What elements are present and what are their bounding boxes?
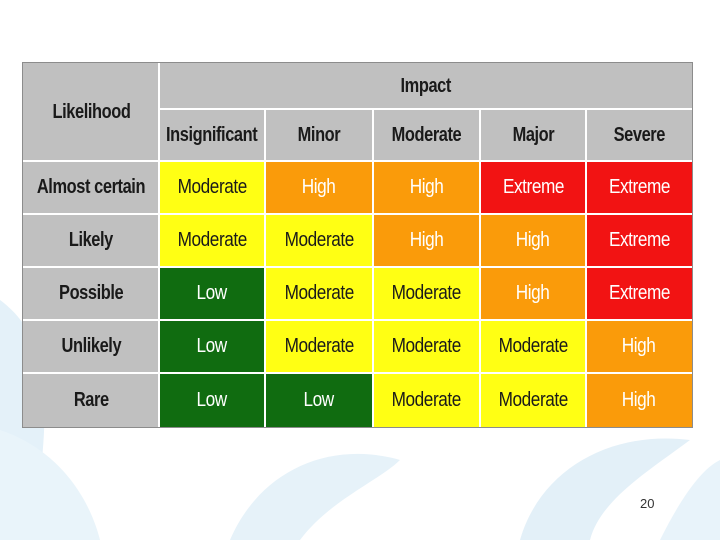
risk-rating-cell-text: Low (196, 335, 228, 357)
risk-rating-cell: High (373, 161, 480, 214)
risk-rating-cell-text: Moderate (498, 388, 568, 411)
impact-level-minor-text: Minor (297, 123, 341, 146)
risk-rating-cell-text: Moderate (498, 335, 568, 357)
risk-rating-cell: Moderate (373, 320, 480, 373)
risk-rating-cell: Low (159, 267, 265, 320)
risk-rating-cell-text: Moderate (391, 282, 462, 304)
risk-rating-cell-text: Moderate (177, 176, 247, 198)
likelihood-row-label-text: Almost certain (36, 176, 146, 198)
risk-rating-cell: Low (265, 373, 373, 427)
likelihood-row-label-text: Unlikely (61, 335, 121, 357)
risk-rating-cell: Moderate (373, 373, 480, 427)
risk-rating-cell: High (586, 320, 692, 373)
risk-matrix-table: Likelihood Impact Insignificant Minor Modera… (22, 62, 693, 428)
risk-rating-cell-text: High (622, 388, 656, 411)
risk-rating-cell: Extreme (586, 267, 692, 320)
impact-level-major: Major (480, 109, 586, 161)
row-divider (23, 372, 692, 374)
risk-rating-cell-text: High (622, 335, 656, 357)
impact-level-insignificant-text: Insignificant (166, 123, 258, 146)
risk-rating-cell-text: Moderate (284, 282, 354, 304)
risk-rating-cell: Moderate (265, 320, 373, 373)
risk-rating-cell-text: High (302, 176, 336, 198)
likelihood-row-label-text: Rare (73, 388, 109, 411)
risk-rating-cell-text: Extreme (608, 282, 670, 304)
risk-rating-cell-text: Low (196, 388, 228, 411)
risk-rating-cell: High (480, 214, 586, 267)
column-divider (479, 109, 481, 427)
risk-rating-cell-text: Moderate (391, 335, 462, 357)
likelihood-row-label: Likely (23, 214, 159, 267)
row-divider (23, 319, 692, 321)
risk-rating-cell-text: High (409, 176, 444, 198)
row-divider (23, 266, 692, 268)
risk-rating-cell-text: Low (196, 282, 228, 304)
column-divider (264, 109, 266, 427)
impact-header: Impact (159, 63, 692, 109)
impact-level-major-text: Major (512, 123, 554, 146)
impact-level-moderate: Moderate (373, 109, 480, 161)
risk-rating-cell-text: High (409, 229, 444, 251)
column-divider (372, 109, 374, 427)
likelihood-row-label: Almost certain (23, 161, 159, 214)
risk-rating-cell-text: Low (303, 388, 335, 411)
row-divider (23, 213, 692, 215)
impact-level-insignificant: Insignificant (159, 109, 265, 161)
likelihood-row-label: Rare (23, 373, 159, 427)
likelihood-header-text: Likelihood (52, 100, 130, 123)
risk-rating-cell: High (586, 373, 692, 427)
risk-rating-cell: Moderate (159, 214, 265, 267)
impact-level-severe: Severe (586, 109, 692, 161)
risk-rating-cell: Low (159, 373, 265, 427)
page-number: 20 (640, 496, 655, 511)
column-divider (585, 109, 587, 427)
risk-rating-cell: High (265, 161, 373, 214)
likelihood-row-label: Possible (23, 267, 159, 320)
risk-rating-cell-text: Moderate (177, 229, 247, 251)
risk-rating-cell-text: Moderate (391, 388, 462, 411)
column-divider (158, 63, 160, 427)
risk-rating-cell: High (480, 267, 586, 320)
risk-rating-cell: Extreme (480, 161, 586, 214)
risk-rating-cell-text: Moderate (284, 335, 354, 357)
likelihood-row-label-text: Likely (68, 229, 114, 251)
impact-level-severe-text: Severe (613, 123, 665, 146)
risk-rating-cell-text: Extreme (608, 229, 670, 251)
likelihood-row-label-text: Possible (58, 282, 124, 304)
risk-rating-cell-text: High (516, 282, 550, 304)
likelihood-header: Likelihood (23, 63, 159, 161)
impact-level-minor: Minor (265, 109, 373, 161)
risk-rating-cell: Low (159, 320, 265, 373)
risk-rating-cell: Extreme (586, 161, 692, 214)
risk-rating-cell: Moderate (480, 373, 586, 427)
risk-rating-cell-text: High (516, 229, 550, 251)
risk-rating-cell-text: Extreme (502, 176, 564, 198)
row-divider (159, 108, 692, 110)
row-divider (23, 160, 692, 162)
risk-rating-cell-text: Moderate (284, 229, 354, 251)
risk-rating-cell: High (373, 214, 480, 267)
risk-rating-cell: Extreme (586, 214, 692, 267)
risk-rating-cell: Moderate (480, 320, 586, 373)
risk-rating-cell: Moderate (265, 214, 373, 267)
likelihood-row-label: Unlikely (23, 320, 159, 373)
impact-level-moderate-text: Moderate (391, 123, 462, 146)
risk-rating-cell-text: Extreme (608, 176, 670, 198)
risk-rating-cell: Moderate (159, 161, 265, 214)
impact-header-text: Impact (400, 74, 451, 97)
risk-rating-cell: Moderate (265, 267, 373, 320)
risk-rating-cell: Moderate (373, 267, 480, 320)
